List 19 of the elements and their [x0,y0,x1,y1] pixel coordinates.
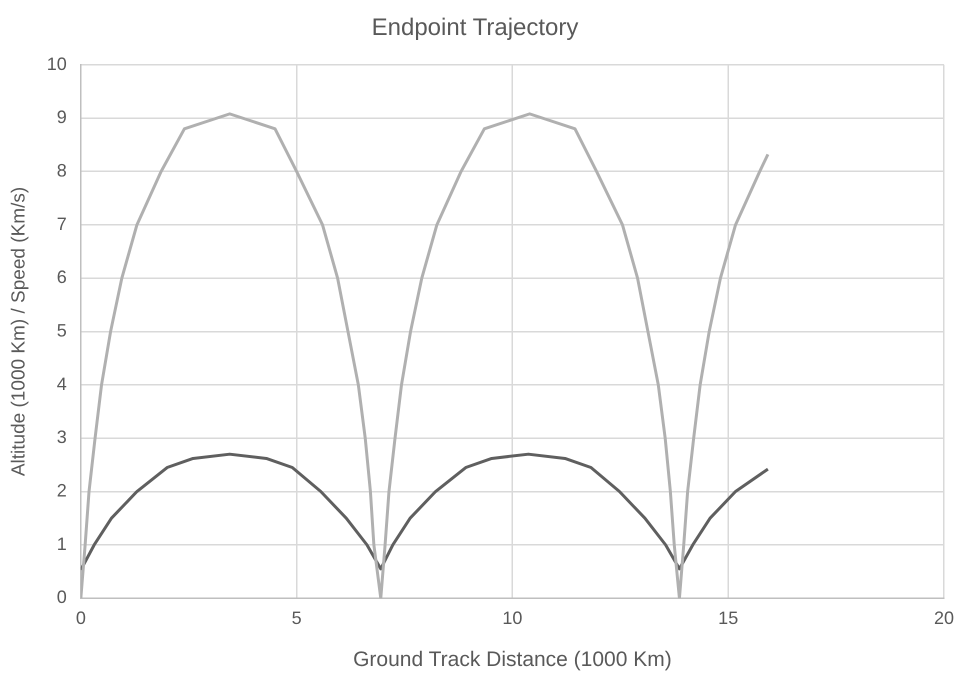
y-tick-label: 8 [56,160,67,180]
y-tick-label: 1 [56,534,67,554]
y-tick-label: 0 [56,587,67,608]
x-tick-label: 0 [76,608,86,628]
y-tick-label: 4 [56,374,67,394]
x-tick-label: 20 [934,608,954,628]
y-tick-label: 10 [46,54,67,74]
y-axis-title: Altitude (1000 Km) / Speed (Km/s) [8,186,30,476]
y-tick-label: 9 [56,107,67,128]
x-tick-label: 5 [292,608,302,628]
y-tick-label: 2 [56,480,67,500]
y-tick-label: 6 [56,267,67,288]
y-tick-label: 3 [56,427,67,448]
x-axis-title: Ground Track Distance (1000 Km) [353,648,672,672]
y-tick-label: 5 [56,320,67,340]
chart-title: Endpoint Trajectory [372,14,578,42]
x-tick-label: 15 [718,608,738,628]
x-tick-label: 10 [502,608,522,628]
y-tick-label: 7 [56,214,67,234]
